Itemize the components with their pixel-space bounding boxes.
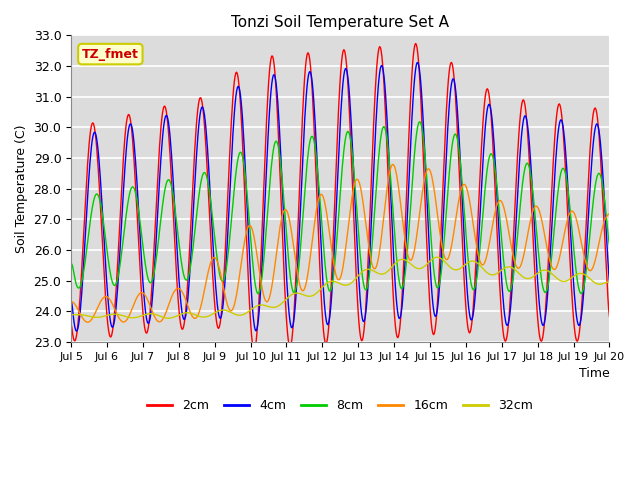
4cm bbox=[78, 291, 86, 297]
8cm bbox=[216, 270, 223, 276]
4cm bbox=[216, 315, 224, 321]
8cm bbox=[416, 119, 424, 125]
8cm bbox=[77, 282, 84, 288]
16cm bbox=[84, 319, 92, 325]
32cm bbox=[188, 311, 196, 316]
32cm bbox=[605, 279, 613, 285]
2cm bbox=[216, 324, 223, 330]
2cm bbox=[250, 347, 258, 353]
4cm bbox=[605, 279, 613, 285]
8cm bbox=[255, 291, 262, 297]
32cm bbox=[77, 312, 84, 318]
32cm bbox=[164, 315, 172, 321]
4cm bbox=[406, 148, 414, 154]
16cm bbox=[423, 168, 431, 174]
16cm bbox=[389, 162, 397, 168]
Y-axis label: Soil Temperature (C): Soil Temperature (C) bbox=[15, 124, 28, 253]
2cm bbox=[187, 220, 195, 226]
2cm bbox=[77, 281, 84, 287]
4cm bbox=[423, 193, 431, 199]
16cm bbox=[67, 299, 75, 304]
Line: 8cm: 8cm bbox=[71, 122, 609, 294]
32cm bbox=[132, 314, 140, 320]
2cm bbox=[132, 196, 140, 202]
2cm bbox=[67, 321, 75, 327]
Line: 32cm: 32cm bbox=[71, 257, 609, 318]
4cm bbox=[133, 180, 141, 186]
Line: 2cm: 2cm bbox=[71, 44, 609, 350]
16cm bbox=[188, 312, 196, 318]
16cm bbox=[407, 257, 415, 263]
X-axis label: Time: Time bbox=[579, 367, 609, 380]
2cm bbox=[406, 101, 414, 107]
32cm bbox=[422, 262, 430, 268]
Text: TZ_fmet: TZ_fmet bbox=[82, 48, 139, 60]
2cm bbox=[412, 41, 419, 47]
4cm bbox=[414, 60, 422, 65]
8cm bbox=[67, 261, 75, 266]
8cm bbox=[423, 175, 431, 181]
2cm bbox=[605, 313, 613, 319]
2cm bbox=[423, 240, 431, 245]
8cm bbox=[605, 241, 613, 247]
4cm bbox=[72, 328, 80, 334]
Line: 16cm: 16cm bbox=[71, 165, 609, 322]
32cm bbox=[433, 254, 441, 260]
Legend: 2cm, 4cm, 8cm, 16cm, 32cm: 2cm, 4cm, 8cm, 16cm, 32cm bbox=[142, 394, 538, 417]
8cm bbox=[132, 193, 140, 199]
16cm bbox=[133, 294, 141, 300]
16cm bbox=[605, 211, 613, 216]
16cm bbox=[216, 269, 224, 275]
8cm bbox=[187, 261, 195, 267]
32cm bbox=[67, 312, 75, 318]
8cm bbox=[406, 208, 414, 214]
Line: 4cm: 4cm bbox=[71, 62, 609, 331]
4cm bbox=[67, 299, 75, 305]
32cm bbox=[406, 261, 414, 266]
4cm bbox=[188, 238, 196, 244]
16cm bbox=[77, 312, 84, 318]
Title: Tonzi Soil Temperature Set A: Tonzi Soil Temperature Set A bbox=[231, 15, 449, 30]
32cm bbox=[216, 308, 224, 313]
